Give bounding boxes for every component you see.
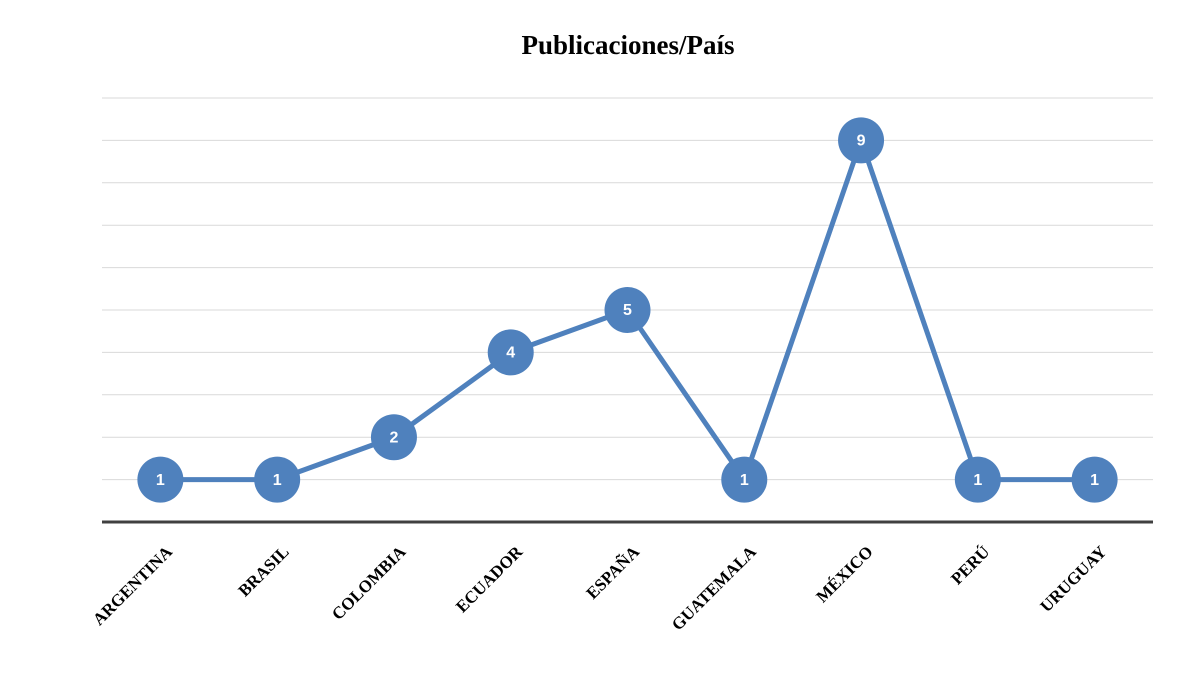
marker (254, 456, 301, 503)
x-tick-label: MÉXICO (812, 542, 876, 606)
marker (487, 329, 534, 376)
x-tick-label: ARGENTINA (89, 542, 176, 629)
data-label: 4 (506, 345, 515, 362)
x-tick-label: COLOMBIA (328, 542, 410, 624)
x-tick-label: URUGUAY (1036, 542, 1110, 616)
x-tick-label: BRASIL (235, 542, 293, 600)
data-label: 1 (740, 472, 749, 489)
marker (604, 287, 651, 333)
data-label: 1 (156, 472, 165, 489)
x-tick-label: ESPAÑA (582, 542, 643, 603)
marker (954, 456, 1001, 503)
x-tick-label: GUATEMALA (668, 542, 761, 635)
marker (1071, 456, 1118, 503)
marker (370, 414, 417, 461)
chart-title: Publicaciones/País (521, 30, 734, 60)
marker (838, 117, 885, 164)
data-label: 2 (389, 429, 398, 446)
marker (721, 456, 768, 503)
x-tick-label: ECUADOR (452, 542, 527, 617)
data-label: 1 (1090, 472, 1099, 489)
data-label: 1 (973, 472, 982, 489)
data-label: 1 (273, 472, 282, 489)
data-label: 5 (623, 302, 632, 319)
x-tick-label: PERÚ (947, 542, 993, 588)
marker (137, 456, 184, 503)
data-label: 9 (857, 133, 866, 150)
